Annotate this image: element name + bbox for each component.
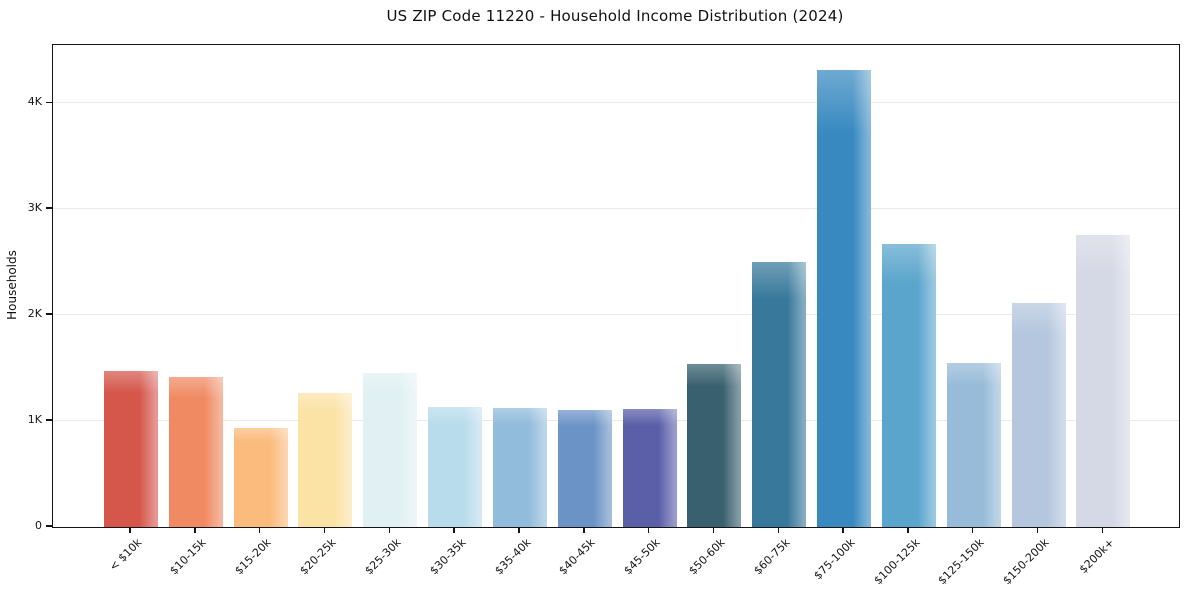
x-tick-mark-< $10k [129, 527, 131, 533]
x-tick-mark-$25-30k [388, 527, 390, 533]
bar-$30-35k [428, 407, 483, 527]
x-tick-label-$125-150k: $125-150k [935, 536, 987, 588]
x-tick-mark-$125-150k [972, 527, 974, 533]
x-tick-label-$75-100k: $75-100k [811, 536, 858, 583]
x-tick-label-$100-125k: $100-125k [870, 536, 923, 588]
x-tick-mark-$10-15k [194, 527, 196, 533]
x-tick-mark-$30-35k [453, 527, 455, 533]
bar-$35-40k [492, 408, 547, 527]
y-tick-label-0: 0 [35, 519, 42, 532]
bar-$60-75k [752, 262, 807, 527]
y-tick-label-1K: 1K [27, 413, 42, 427]
x-tick-mark-$100-125k [907, 527, 909, 533]
gridline-4K [53, 102, 1179, 104]
bar-$150-200k [1011, 303, 1066, 527]
x-tick-mark-$35-40k [518, 527, 520, 533]
x-tick-mark-$150-200k [1036, 527, 1039, 533]
x-tick-mark-$50-60k [712, 527, 715, 533]
x-tick-mark-$15-20k [258, 527, 261, 533]
plot-area [52, 44, 1180, 528]
y-tick-mark-4K [46, 101, 52, 103]
bar-$125-150k [946, 362, 1001, 527]
bar-$50-60k [687, 363, 742, 527]
bar-$100-125k [881, 244, 936, 527]
bar-$15-20k [233, 427, 288, 527]
bar-$45-50k [622, 409, 677, 527]
x-tick-label-$20-25k: $20-25k [297, 536, 339, 578]
y-tick-mark-2K [46, 313, 52, 315]
bar-$20-25k [298, 393, 353, 527]
x-tick-label-$150-200k: $150-200k [1000, 536, 1052, 588]
y-tick-mark-1K [46, 419, 52, 421]
y-tick-mark-3K [46, 207, 52, 209]
bar-$75-100k [817, 69, 872, 527]
x-tick-mark-$200k+ [1101, 527, 1104, 533]
bar-$40-45k [557, 409, 612, 527]
y-tick-mark-0 [46, 525, 52, 527]
y-tick-label-3K: 3K [27, 201, 42, 215]
x-tick-mark-$75-100k [842, 527, 844, 533]
x-tick-label-$40-45k: $40-45k [556, 536, 598, 578]
x-tick-mark-$60-75k [777, 527, 779, 533]
x-tick-mark-$40-45k [583, 527, 585, 533]
x-tick-label-$50-60k: $50-60k [686, 536, 728, 578]
bar-$10-15k [168, 377, 223, 527]
x-tick-label-$10-15k: $10-15k [167, 536, 210, 578]
bar-< $10k [104, 371, 158, 527]
x-tick-label-$15-20k: $15-20k [232, 536, 274, 578]
x-tick-label-$45-50k: $45-50k [621, 536, 663, 578]
x-tick-label-$35-40k: $35-40k [491, 536, 534, 578]
x-tick-label-$60-75k: $60-75k [751, 536, 793, 578]
y-tick-label-2K: 2K [27, 307, 42, 321]
gridline-1K [53, 420, 1179, 422]
x-tick-label-$30-35k: $30-35k [427, 536, 469, 578]
gridline-3K [53, 208, 1179, 210]
chart-title: US ZIP Code 11220 - Household Income Dis… [386, 7, 844, 25]
x-tick-mark-$20-25k [323, 527, 326, 533]
x-tick-label-< $10k: < $10k [106, 536, 145, 574]
x-tick-mark-$45-50k [647, 527, 650, 533]
bar-$25-30k [363, 373, 418, 527]
y-tick-label-4K: 4K [27, 95, 42, 109]
gridline-2K [53, 314, 1179, 316]
x-tick-label-$25-30k: $25-30k [362, 536, 404, 578]
bar-$200k+ [1076, 235, 1131, 527]
x-tick-label-$200k+: $200k+ [1076, 536, 1117, 577]
